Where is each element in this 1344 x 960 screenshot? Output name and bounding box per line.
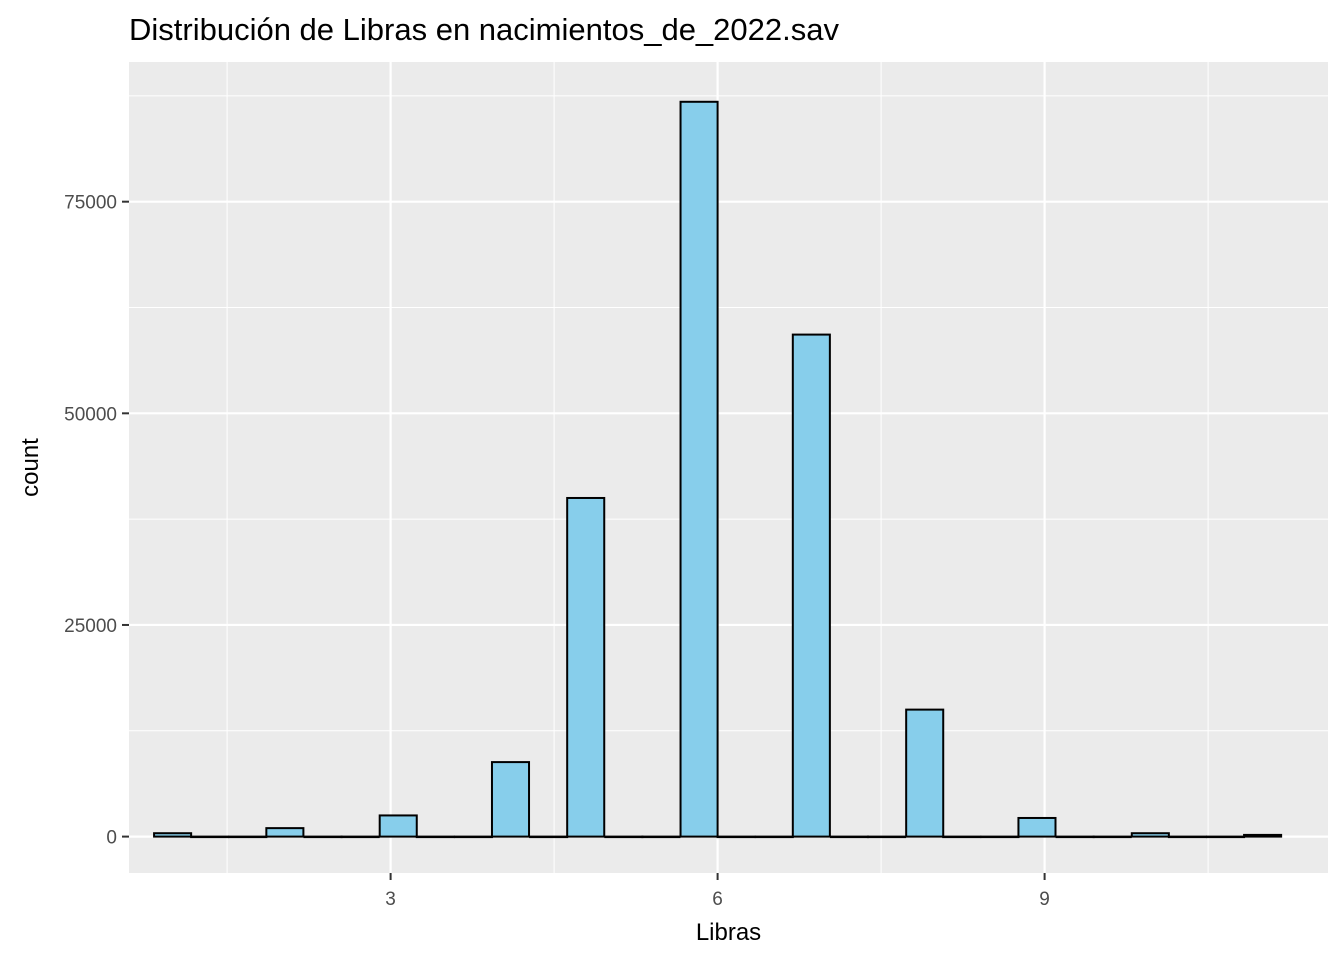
x-tick-label: 3 [385, 889, 396, 910]
bars [153, 100, 1283, 839]
histogram-bar [529, 835, 569, 839]
y-tick-label: 25000 [64, 616, 117, 637]
histogram-bar [415, 835, 455, 839]
y-tick-label: 50000 [64, 404, 117, 425]
histogram-bar [1167, 835, 1207, 839]
histogram-bar [453, 835, 493, 839]
axis-ticks: 3 6 9 0 25000 50000 75000 [64, 193, 1050, 910]
plot-panel [129, 62, 1328, 873]
histogram-bar [754, 835, 794, 839]
histogram-bar [679, 100, 719, 838]
histogram-bar [942, 835, 982, 839]
y-tick-label: 75000 [64, 193, 117, 214]
histogram-bar [1092, 835, 1132, 839]
histogram-bar [791, 333, 831, 838]
histogram-bar [980, 835, 1020, 839]
histogram-bar [1055, 835, 1095, 839]
histogram-bar [1206, 835, 1246, 839]
histogram-bar [153, 832, 193, 838]
chart-title: Distribución de Libras en nacimientos_de… [129, 12, 839, 47]
histogram-bar [303, 835, 343, 839]
histogram-bar [604, 835, 644, 839]
y-axis-title: count [17, 438, 44, 497]
histogram-bar [716, 835, 756, 839]
y-tick-label: 0 [106, 828, 117, 849]
histogram-bar [190, 835, 230, 839]
x-axis-title: Libras [696, 919, 761, 946]
x-tick-label: 6 [712, 889, 723, 910]
histogram-bar [228, 835, 268, 839]
histogram-bar [905, 708, 945, 838]
histogram-bar [1130, 832, 1170, 838]
histogram-bar [265, 827, 305, 838]
histogram-bar [829, 835, 870, 839]
histogram-bar [641, 835, 681, 839]
histogram-bar [1017, 816, 1057, 838]
histogram-bar [566, 496, 606, 838]
histogram-bar [490, 761, 531, 838]
histogram-bar [867, 835, 907, 839]
x-tick-label: 9 [1039, 889, 1050, 910]
histogram-bar [1243, 833, 1283, 838]
histogram-bar [378, 814, 418, 838]
histogram-bar [340, 835, 380, 839]
